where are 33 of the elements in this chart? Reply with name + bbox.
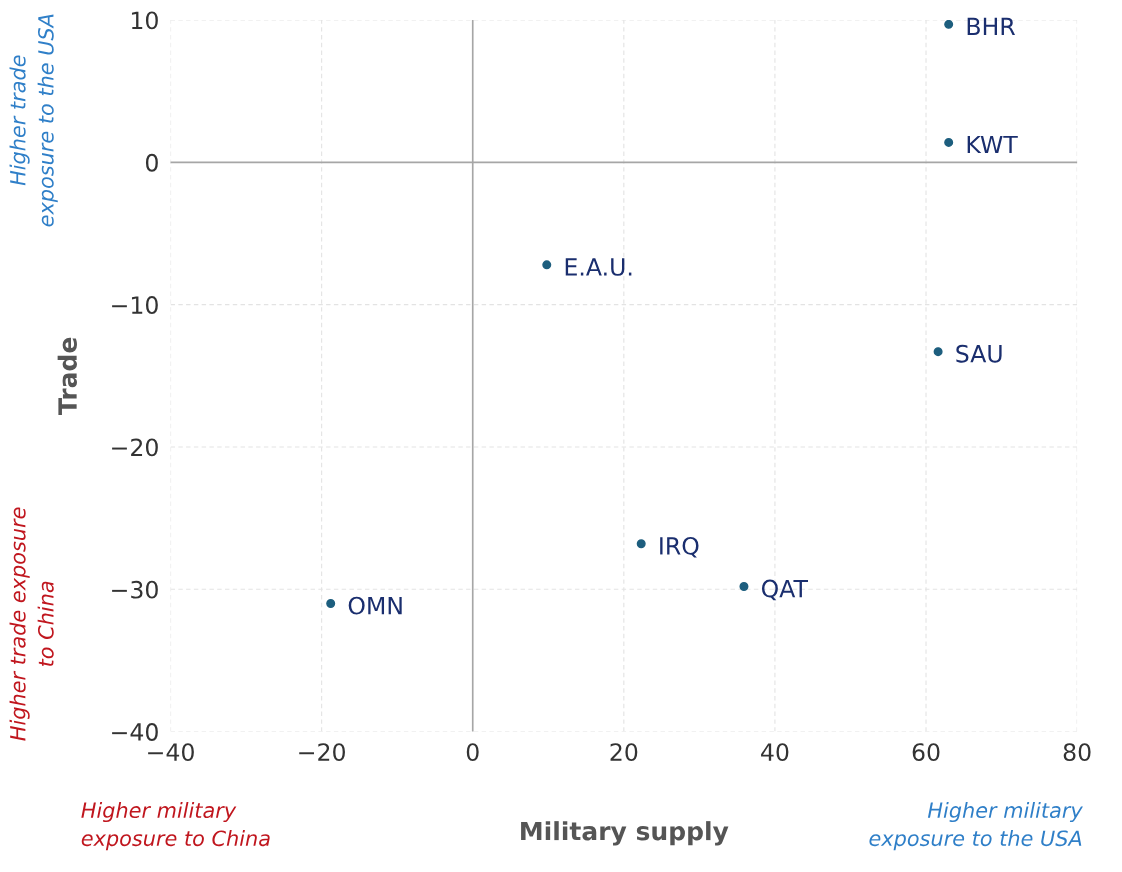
text: Higher trade exposure to the USA xyxy=(9,14,58,227)
point xyxy=(636,539,646,549)
x-tick-label: −20 xyxy=(299,743,345,761)
y-tick-label: −20 xyxy=(112,438,158,457)
text: Higher trade exposure to China xyxy=(9,507,54,741)
y-tick-label: 10 xyxy=(131,11,158,30)
annotation: KWT xyxy=(967,135,1018,154)
y-axis-title: Trade xyxy=(57,337,77,415)
annotation: QAT xyxy=(761,579,809,601)
x-tick-label: 80 xyxy=(1063,743,1091,761)
text: Higher military exposure to the USA xyxy=(869,801,1083,851)
x-tick-label: 20 xyxy=(610,743,638,761)
y-tick-label: 0 xyxy=(145,153,158,172)
x-tick-label: 60 xyxy=(912,743,940,761)
point xyxy=(326,599,336,609)
point xyxy=(542,260,552,270)
x-tick-label: −40 xyxy=(148,743,194,761)
annotation: BHR xyxy=(967,17,1016,36)
x-axis-title: Military supply xyxy=(521,821,729,846)
y-tick-label: −40 xyxy=(112,723,158,741)
annotation: SAU xyxy=(956,344,1002,363)
point xyxy=(933,347,943,357)
text: Higher military exposure to China xyxy=(81,801,270,851)
x-tick-label: 40 xyxy=(761,743,789,761)
y-tick-label: −30 xyxy=(112,580,158,599)
point xyxy=(944,20,954,29)
annotation: IRQ xyxy=(660,536,699,558)
annotation: E.A.U. xyxy=(565,258,632,276)
point xyxy=(944,137,954,147)
annotation: OMN xyxy=(348,596,402,615)
x-tick-label: 0 xyxy=(466,743,479,761)
y-tick-label: −10 xyxy=(112,296,158,314)
point xyxy=(739,581,749,591)
